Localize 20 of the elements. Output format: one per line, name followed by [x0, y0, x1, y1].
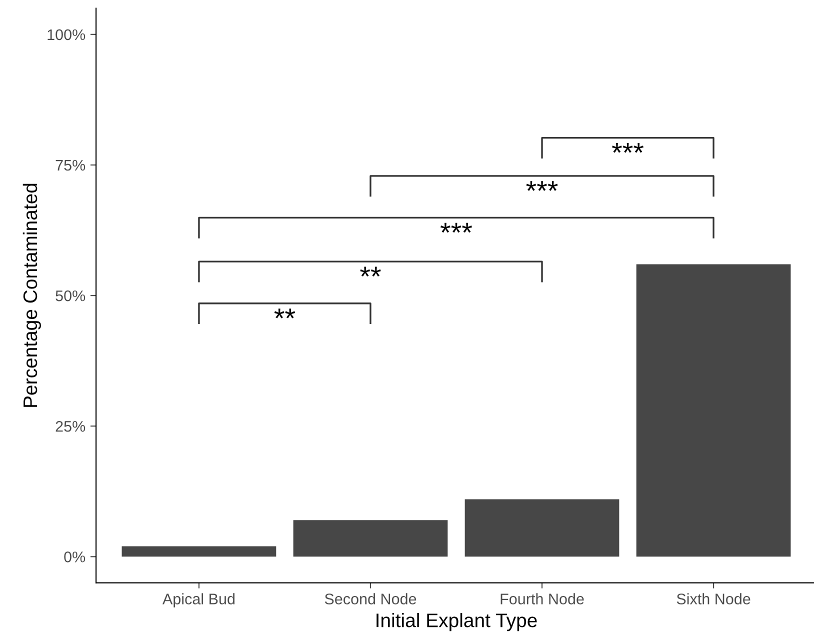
y-axis-title: Percentage Contaminated	[22, 184, 42, 407]
annotation: ***	[612, 143, 644, 153]
annotation: **	[274, 308, 296, 318]
bar	[636, 264, 791, 557]
y-tick-label: 100%	[48, 29, 86, 40]
y-tick-label: 50%	[56, 290, 86, 302]
x-tick-label: Sixth Node	[676, 593, 750, 604]
x-tick-label: Second Node	[324, 593, 416, 604]
bar	[293, 520, 448, 557]
bar	[464, 499, 620, 557]
y-tick-label: 75%	[56, 160, 86, 171]
y-tick-label: 25%	[56, 420, 86, 432]
y-tick-label: 0%	[64, 552, 86, 562]
bar	[122, 546, 276, 557]
annotation: ***	[526, 181, 558, 191]
x-tick-label: Fourth Node	[500, 593, 584, 604]
annotation: **	[360, 266, 381, 277]
x-axis-title: Initial Explant Type	[376, 612, 537, 632]
x-tick-label: Apical Bud	[162, 593, 234, 608]
annotation: ***	[440, 222, 472, 233]
